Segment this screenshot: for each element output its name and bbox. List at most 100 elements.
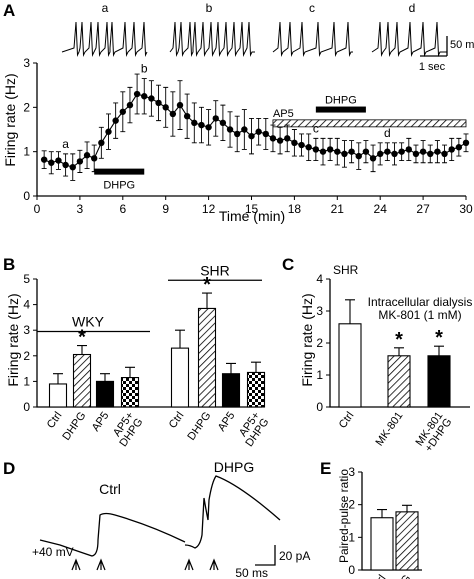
dhpg-epsc-trace (184, 475, 281, 549)
scalebar-mv: 50 mV (450, 39, 474, 51)
data-point (62, 161, 69, 169)
data-point (234, 130, 241, 138)
data-point (355, 152, 362, 160)
stimulus-arrows (71, 558, 219, 571)
data-point (334, 148, 341, 155)
data-point (312, 146, 320, 153)
y-tick-label: 0 (348, 563, 355, 577)
data-point (412, 150, 420, 158)
data-point (405, 146, 412, 153)
e-ylabel: Paired-pulse ratio (337, 469, 351, 563)
c-title: SHR (333, 263, 359, 277)
data-point (176, 101, 184, 109)
error-bar (77, 345, 87, 355)
panel-a: a b c d 50 mV 1 sec 03691215182124273001… (2, 1, 474, 224)
data-point (169, 110, 177, 118)
category-label: Ctrl (337, 410, 357, 431)
x-tick-label: 12 (202, 202, 216, 216)
data-point (219, 119, 227, 127)
data-point (348, 148, 355, 155)
x-tick-label: 9 (162, 202, 169, 216)
y-tick-label: 0 (316, 400, 323, 414)
y-tick-label: 4 (23, 298, 30, 312)
panel-d: Ctrl DHPG +40 mV 20 pA 50 ms (32, 459, 310, 579)
x-tick-label: 27 (416, 202, 430, 216)
group-label-shr: SHR (200, 262, 230, 278)
significance-star: * (435, 327, 443, 349)
trace-label-b: b (206, 1, 213, 15)
y-tick-label: 5 (23, 272, 30, 286)
error-bar (125, 366, 135, 378)
x-tick-label: 21 (331, 202, 345, 216)
bar (427, 355, 451, 408)
data-point (83, 152, 91, 159)
data-point (391, 150, 398, 158)
category-label: DHPG (385, 573, 413, 579)
y-tick-label: 3 (23, 323, 30, 337)
x-tick-label: 24 (374, 202, 388, 216)
error-bar (202, 292, 212, 309)
data-point (434, 148, 441, 155)
data-point (291, 139, 298, 146)
data-point (377, 150, 384, 158)
x-tick-label: 3 (77, 202, 84, 216)
category-label: DHPG (185, 410, 213, 443)
scalebar-sec: 1 sec (419, 61, 446, 73)
data-point (133, 90, 141, 98)
y-tick-label: 4 (316, 272, 323, 286)
y-tick-label: 1 (23, 374, 30, 388)
c-annotation: Intracellular dialysis MK-801 (1 mM) (368, 295, 473, 322)
data-point (427, 150, 434, 158)
x-tick-label: 15 (245, 202, 259, 216)
error-bar (394, 347, 404, 356)
scalebar-ms: 50 ms (235, 566, 268, 579)
y-tick-label: 1 (348, 530, 355, 544)
stim-arrow (209, 558, 219, 571)
y-tick-label: 2 (316, 336, 323, 350)
y-tick-label: 3 (23, 56, 30, 70)
data-point (162, 104, 169, 111)
x-tick-label: 18 (288, 202, 302, 216)
significance-star: * (203, 274, 211, 296)
dhpg-bar (94, 168, 145, 175)
data-point (448, 146, 455, 153)
category-label: AP5 (216, 410, 238, 434)
data-point (369, 155, 377, 162)
category-label: MK-801 (374, 410, 406, 448)
data-point (305, 144, 312, 151)
data-point (91, 155, 98, 162)
data-point (198, 121, 205, 129)
data-point (269, 135, 277, 142)
bar (246, 371, 266, 408)
data-point (362, 148, 370, 155)
panel-label-b: B (3, 255, 15, 274)
data-point (298, 141, 305, 149)
holding-potential: +40 mV (32, 545, 74, 559)
a-ylabel: Firing rate (Hz) (2, 73, 18, 166)
bar (95, 380, 115, 408)
group-label-wky: WKY (72, 313, 105, 329)
error-bar (251, 361, 261, 373)
y-tick-label: 1 (23, 145, 30, 159)
point-label: b (141, 62, 148, 76)
spike-trace (61, 21, 148, 57)
bar (395, 511, 419, 571)
bar (48, 383, 68, 408)
category-label: Ctrl (167, 410, 187, 431)
d-label-ctrl: Ctrl (99, 481, 121, 497)
data-point (48, 159, 55, 166)
y-tick-label: 2 (348, 498, 355, 512)
error-bar (100, 373, 110, 382)
category-label: AP5+DHPG (234, 410, 271, 449)
y-tick-label: 0 (23, 400, 30, 414)
category-label: Ctrl (45, 410, 65, 431)
category-label: AP5 (90, 410, 112, 434)
error-bar (345, 299, 355, 324)
data-point (462, 139, 470, 146)
bar-label: AP5 (273, 108, 294, 120)
point-label: d (384, 126, 391, 140)
bar (370, 517, 394, 571)
